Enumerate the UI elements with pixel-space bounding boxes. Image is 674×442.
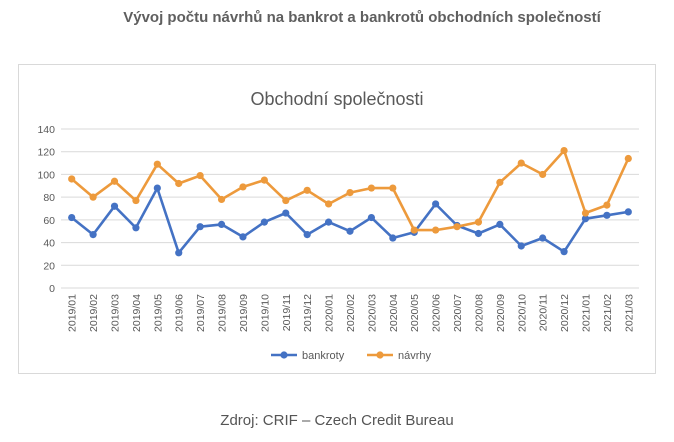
x-tick-label: 2020/02 (345, 294, 357, 332)
legend-marker (280, 351, 288, 359)
data-point (496, 220, 504, 228)
data-point (132, 224, 140, 232)
data-point (175, 249, 183, 257)
x-tick-label: 2020/12 (559, 294, 571, 332)
x-tick-label: 2019/06 (174, 294, 186, 332)
data-point (89, 193, 97, 201)
x-tick-label: 2019/12 (302, 294, 314, 332)
y-tick-label: 20 (43, 260, 55, 272)
x-tick-label: 2020/06 (431, 294, 443, 332)
data-point (432, 226, 440, 234)
x-tick-label: 2019/05 (152, 294, 164, 332)
x-tick-label: 2020/01 (324, 294, 336, 332)
data-point (539, 234, 547, 242)
x-tick-label: 2020/10 (516, 294, 528, 332)
data-point (260, 218, 268, 226)
data-point (303, 231, 311, 239)
data-point (410, 226, 418, 234)
y-tick-label: 140 (37, 124, 55, 136)
x-tick-label: 2020/08 (473, 294, 485, 332)
data-point (282, 209, 290, 217)
legend-label: bankroty (302, 350, 345, 362)
data-point (196, 171, 204, 180)
x-tick-label: 2019/02 (88, 294, 100, 332)
page-heading: Vývoj počtu návrhů na bankrot a bankrotů… (123, 9, 601, 26)
chart-title: Obchodní společnosti (250, 89, 423, 109)
x-tick-label: 2019/11 (281, 294, 293, 331)
y-tick-label: 100 (37, 169, 55, 181)
y-tick-label: 40 (43, 238, 55, 250)
x-tick-label: 2019/03 (110, 294, 122, 332)
y-tick-label: 120 (37, 147, 55, 159)
data-point (324, 200, 333, 208)
data-point (110, 202, 119, 210)
data-point (68, 213, 76, 222)
x-tick-label: 2020/07 (452, 294, 464, 332)
data-point (367, 184, 376, 192)
data-point (346, 189, 354, 197)
data-point (153, 184, 161, 192)
data-point (496, 178, 504, 186)
data-point (624, 154, 632, 163)
line-chart: Obchodní společnosti 0 20 40 60 80 100 120 140 2… (37, 89, 639, 362)
data-point (560, 146, 568, 155)
data-point (474, 229, 483, 238)
data-point (474, 218, 483, 226)
x-tick-label: 2020/11 (538, 294, 550, 331)
data-point (153, 160, 161, 168)
data-point (432, 200, 440, 208)
data-point (132, 196, 140, 205)
x-tick-label: 2020/09 (495, 294, 507, 332)
data-point (624, 208, 632, 216)
data-point (389, 184, 397, 192)
y-tick-label: 60 (43, 215, 55, 227)
x-tick-label: 2019/10 (259, 294, 271, 332)
data-point (367, 213, 376, 222)
data-point (196, 223, 204, 231)
x-tick-label: 2019/07 (195, 294, 207, 332)
data-point (89, 231, 97, 239)
chart-frame: Obchodní společnosti 0 20 40 60 80 100 120 140 2… (18, 64, 656, 374)
data-point (517, 242, 525, 250)
x-tick-label: 2020/04 (388, 294, 400, 332)
data-point (581, 215, 590, 223)
data-point (282, 196, 290, 205)
data-point (539, 170, 547, 179)
x-tick-label: 2020/05 (409, 294, 421, 332)
data-point (217, 220, 226, 228)
data-point (324, 218, 333, 226)
data-point (389, 234, 397, 242)
data-point (581, 209, 590, 217)
data-point (68, 175, 76, 183)
data-point (603, 211, 611, 219)
data-point (303, 186, 311, 194)
data-point (239, 233, 247, 241)
data-point (110, 177, 119, 185)
data-point (217, 195, 226, 204)
y-tick-label: 0 (49, 283, 55, 295)
legend-label: návrhy (398, 350, 432, 362)
data-point (453, 223, 461, 231)
data-point (517, 159, 525, 167)
x-tick-label: 2019/08 (217, 294, 229, 332)
x-tick-label: 2020/03 (366, 294, 378, 332)
x-tick-label: 2021/02 (602, 294, 614, 332)
source-caption: Zdroj: CRIF – Czech Credit Bureau (220, 412, 454, 429)
x-tick-label: 2019/09 (238, 294, 250, 332)
x-tick-label: 2021/03 (623, 294, 635, 332)
data-point (346, 227, 354, 235)
x-tick-label: 2021/01 (580, 294, 592, 332)
series-line-bankroty (70, 186, 629, 255)
x-tick-label: 2019/01 (67, 294, 79, 332)
data-point (560, 248, 568, 256)
data-point (603, 201, 611, 209)
data-point (239, 183, 247, 191)
data-point (175, 179, 183, 188)
data-point (260, 176, 268, 184)
y-tick-label: 80 (43, 192, 55, 204)
x-tick-label: 2019/04 (131, 294, 143, 332)
legend-marker (376, 351, 384, 359)
